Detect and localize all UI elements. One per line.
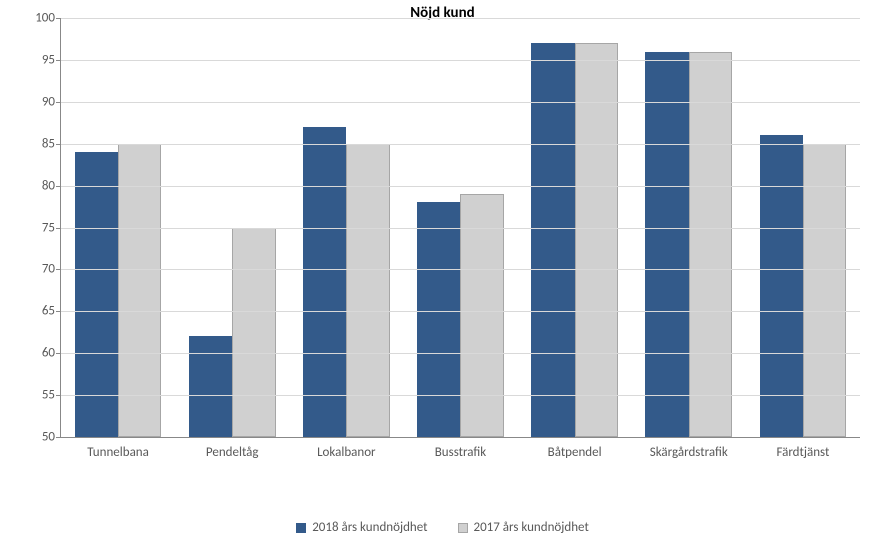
legend-swatch — [458, 523, 468, 533]
gridline — [61, 353, 860, 354]
bar — [645, 52, 688, 437]
ytick-mark — [56, 437, 61, 438]
ytick-label: 95 — [42, 52, 55, 67]
gridline — [61, 395, 860, 396]
ytick-label: 55 — [42, 388, 55, 403]
gridline — [61, 60, 860, 61]
gridline — [61, 269, 860, 270]
bar — [803, 144, 846, 437]
ytick-mark — [56, 60, 61, 61]
bar — [417, 202, 460, 437]
ytick-mark — [56, 311, 61, 312]
gridline — [61, 144, 860, 145]
legend-label: 2017 års kundnöjdhet — [474, 520, 589, 535]
gridline — [61, 311, 860, 312]
bar — [303, 127, 346, 437]
bar — [460, 194, 503, 437]
ytick-label: 60 — [42, 346, 55, 361]
ytick-label: 90 — [42, 94, 55, 109]
ytick-label: 70 — [42, 262, 55, 277]
ytick-label: 50 — [42, 430, 55, 445]
legend-item: 2018 års kundnöjdhet — [296, 520, 427, 535]
gridline — [61, 102, 860, 103]
xtick-label: Färdtjänst — [776, 445, 829, 460]
ytick-mark — [56, 186, 61, 187]
xtick-label: Lokalbanor — [317, 445, 376, 460]
plot-area: TunnelbanaPendeltågLokalbanorBusstrafikB… — [60, 18, 860, 438]
ytick-mark — [56, 18, 61, 19]
chart-container: Nöjd kund TunnelbanaPendeltågLokalbanorB… — [0, 0, 885, 553]
ytick-label: 65 — [42, 304, 55, 319]
ytick-mark — [56, 102, 61, 103]
ytick-label: 100 — [35, 11, 55, 26]
bar — [760, 135, 803, 437]
ytick-label: 85 — [42, 136, 55, 151]
xtick-label: Busstrafik — [435, 445, 487, 460]
ytick-mark — [56, 353, 61, 354]
legend-label: 2018 års kundnöjdhet — [312, 520, 427, 535]
bar — [189, 336, 232, 437]
ytick-mark — [56, 144, 61, 145]
gridline — [61, 186, 860, 187]
bar — [346, 144, 389, 437]
gridline — [61, 18, 860, 19]
bar — [232, 228, 275, 438]
ytick-mark — [56, 228, 61, 229]
bar — [118, 144, 161, 437]
legend-swatch — [296, 523, 306, 533]
xtick-label: Pendeltåg — [206, 445, 259, 460]
xtick-label: Skärgårdstrafik — [650, 445, 728, 460]
ytick-mark — [56, 269, 61, 270]
ytick-label: 80 — [42, 178, 55, 193]
xtick-label: Tunnelbana — [87, 445, 149, 460]
bar — [689, 52, 732, 437]
legend-item: 2017 års kundnöjdhet — [458, 520, 589, 535]
ytick-label: 75 — [42, 220, 55, 235]
ytick-mark — [56, 395, 61, 396]
xtick-label: Båtpendel — [548, 445, 602, 460]
legend: 2018 års kundnöjdhet 2017 års kundnöjdhet — [0, 520, 885, 535]
gridline — [61, 228, 860, 229]
